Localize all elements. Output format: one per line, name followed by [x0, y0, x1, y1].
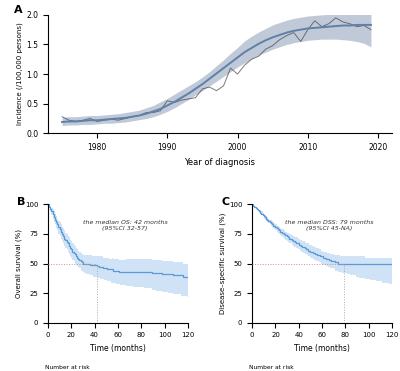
Y-axis label: Incidence (/100,000 persons): Incidence (/100,000 persons) — [17, 23, 23, 125]
Text: Number at risk: Number at risk — [249, 365, 294, 370]
Text: Number at risk: Number at risk — [45, 365, 90, 370]
Y-axis label: Overall survival (%): Overall survival (%) — [16, 229, 22, 298]
Text: the median DSS: 79 months
(95%CI 45-NA): the median DSS: 79 months (95%CI 45-NA) — [285, 220, 373, 231]
Text: A: A — [14, 5, 22, 15]
X-axis label: Time (months): Time (months) — [90, 344, 146, 353]
Text: C: C — [221, 197, 230, 207]
Text: B: B — [17, 197, 26, 207]
Y-axis label: Disease–specific survival (%): Disease–specific survival (%) — [220, 213, 226, 314]
Text: the median OS: 42 months
(95%CI 32-57): the median OS: 42 months (95%CI 32-57) — [82, 220, 167, 231]
X-axis label: Time (months): Time (months) — [294, 344, 350, 353]
X-axis label: Year of diagnosis: Year of diagnosis — [184, 158, 256, 167]
